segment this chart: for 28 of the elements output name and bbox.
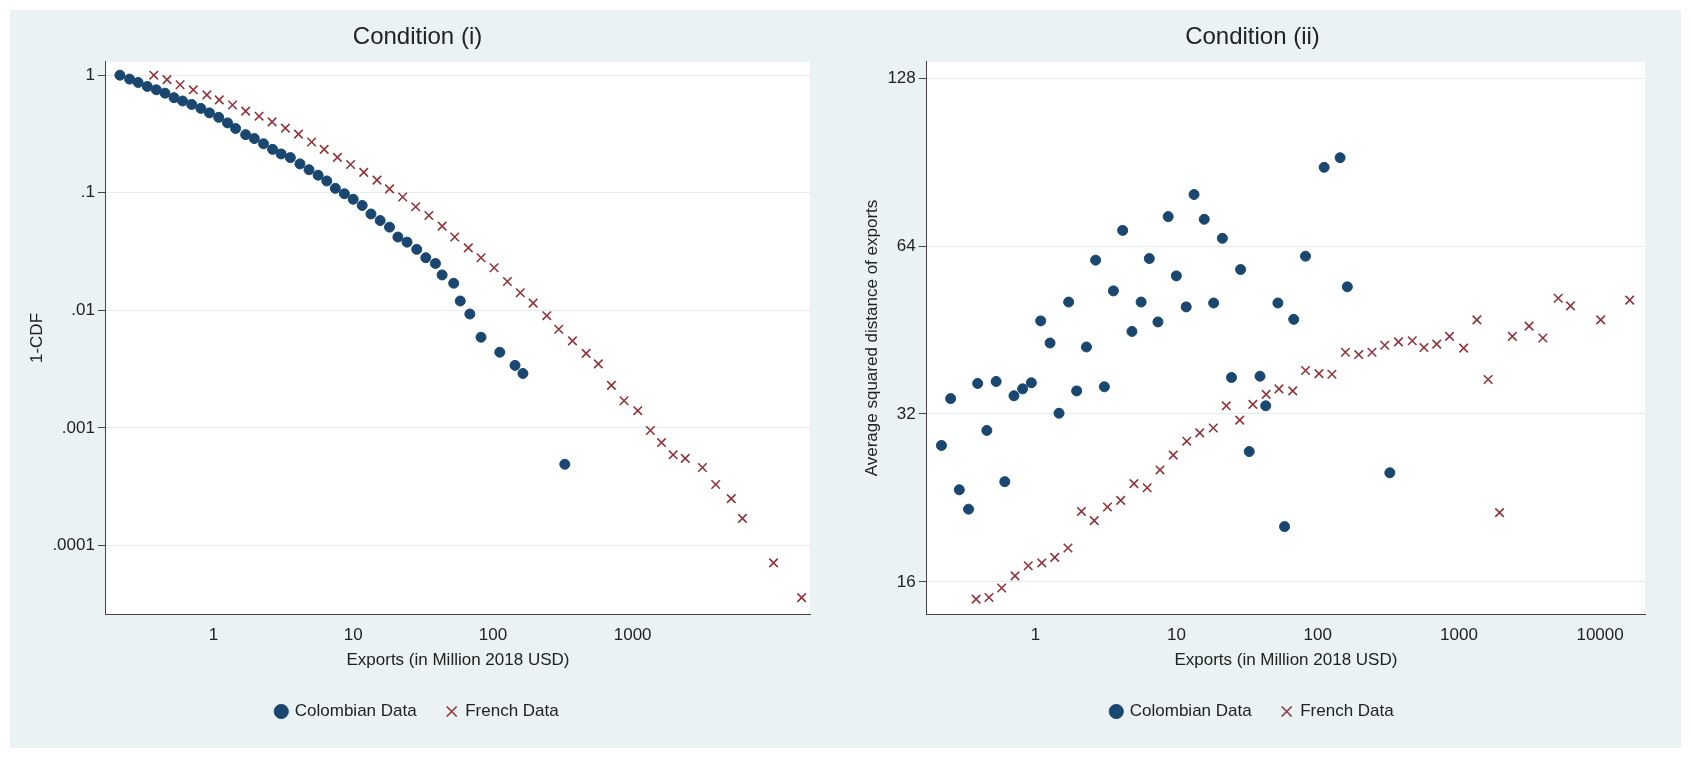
y-tick-label: 64 <box>896 235 916 255</box>
y-tick-label: 1 <box>85 64 95 84</box>
chart-title: Condition (i) <box>352 22 483 50</box>
x-tick-label: 100 <box>478 625 508 645</box>
x-tick-label: 10 <box>343 625 363 645</box>
legend-label: French Data <box>465 701 560 721</box>
x-tick-label: 100 <box>1303 625 1332 645</box>
y-tick-label: 16 <box>896 571 916 591</box>
legend-label: Colombian Data <box>1129 701 1253 721</box>
y-tick-label: 32 <box>896 403 916 423</box>
legend-label: Colombian Data <box>294 701 418 721</box>
y-axis-title: Average squared distance of exports <box>861 199 881 477</box>
y-tick-label: .001 <box>61 417 95 437</box>
chart-title: Condition (ii) <box>1185 22 1320 50</box>
legend-label: French Data <box>1300 701 1395 721</box>
x-axis-title: Exports (in Million 2018 USD) <box>346 650 570 670</box>
x-tick-label: 10 <box>1167 625 1187 645</box>
x-tick-label: 10000 <box>1576 625 1624 645</box>
y-tick-label: 128 <box>887 67 916 87</box>
x-axis-title: Exports (in Million 2018 USD) <box>1174 650 1398 670</box>
y-axis-title: 1-CDF <box>26 312 46 364</box>
x-tick-label: 1000 <box>613 625 652 645</box>
x-tick-label: 1000 <box>1440 625 1478 645</box>
y-tick-label: .01 <box>71 300 95 319</box>
y-tick-label: .0001 <box>52 535 95 555</box>
x-tick-label: 1 <box>208 625 219 645</box>
x-tick-label: 1 <box>1030 625 1041 645</box>
y-tick-label: .1 <box>80 182 95 202</box>
